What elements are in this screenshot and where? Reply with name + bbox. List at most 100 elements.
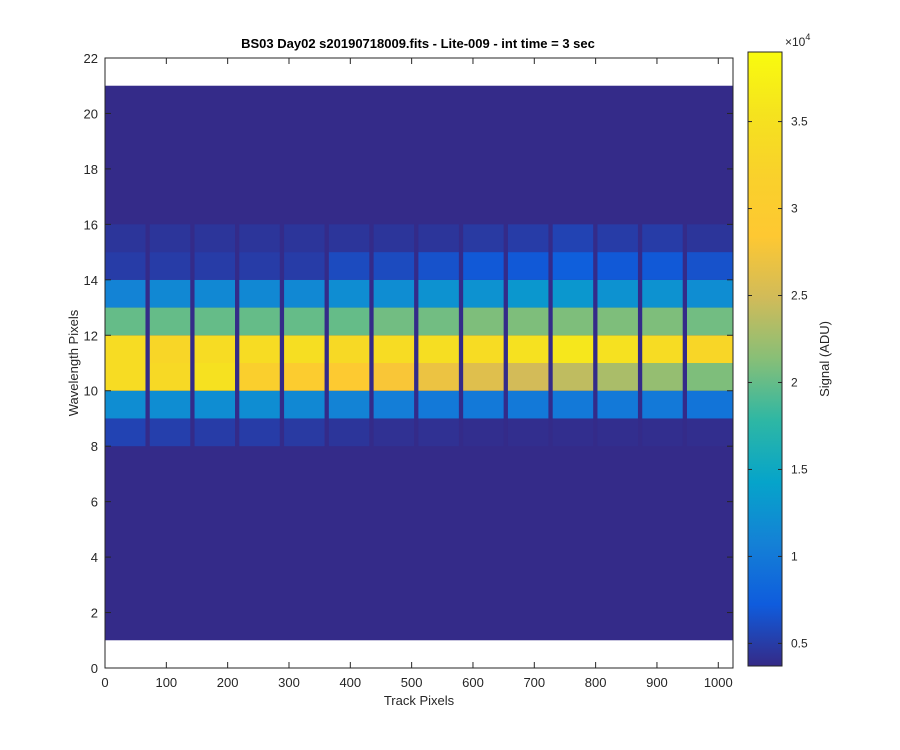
colorbar-tick-label: 3.5 [791,115,808,129]
heatmap-cell [105,418,146,447]
heatmap-cell [463,390,504,419]
heatmap-cell [284,279,325,308]
x-tick-label: 700 [523,675,545,690]
heatmap-cell [463,279,504,308]
y-tick-label: 2 [91,606,98,621]
heatmap-cell [597,390,638,419]
heatmap-cell [597,252,638,280]
heatmap-cell [239,418,280,447]
heatmap-cell [463,252,504,280]
heatmap-cell [105,252,146,280]
heatmap-cell [552,307,594,336]
heatmap-cell [507,390,549,419]
heatmap-cell [687,279,733,308]
heatmap-cell [418,252,459,280]
colorbar-tick-label: 2.5 [791,289,808,303]
heatmap-cell [328,307,370,336]
heatmap-cell [328,418,370,447]
heatmap-cell [642,279,683,308]
heatmap-cell [552,252,594,280]
heatmap-cell [597,224,638,253]
heatmap-cell [418,224,459,253]
heatmap-cell [552,390,594,419]
heatmap-cell [507,363,549,391]
heatmap-cell [373,224,415,253]
y-axis-ticks: 0 2 4 6 8 10 12 14 16 18 20 22 [84,51,733,676]
heatmap-cell [507,252,549,280]
colorbar-tick-label: 1.5 [791,462,808,476]
heatmap-cell [149,335,191,363]
x-tick-label: 400 [339,675,361,690]
heatmap-cell [239,390,280,419]
heatmap-cell [105,363,146,391]
heatmap-cell [328,252,370,280]
heatmap-cell [552,418,594,447]
heatmap-cell [642,418,683,447]
y-tick-label: 8 [91,439,98,454]
chart-title: BS03 Day02 s20190718009.fits - Lite-009 … [241,36,595,51]
x-tick-label: 0 [101,675,108,690]
heatmap-cell [418,418,459,447]
heatmap-cell [507,224,549,253]
colorbar [747,51,783,667]
heatmap-cell [194,390,236,419]
heatmap-cell [149,279,191,308]
heatmap-cell [284,363,325,391]
heatmap-cell [642,335,683,363]
heatmap-cell [105,335,146,363]
heatmap-cell [463,363,504,391]
heatmap-cell [284,252,325,280]
heatmap-cell [284,418,325,447]
heatmap-cell [687,224,733,253]
heatmap-cell [373,335,415,363]
heatmap-cell [239,307,280,336]
heatmap-cell [373,252,415,280]
heatmap-cell [149,418,191,447]
x-axis-ticks: 0 100 200 300 400 500 600 700 800 900 1000 [101,58,733,690]
heatmap-cell [687,363,733,391]
heatmap-cell [373,390,415,419]
y-tick-label: 4 [91,550,98,565]
colorbar-exponent-base: ×10 [785,35,806,49]
y-tick-label: 18 [84,162,98,177]
heatmap-cell [687,335,733,363]
colorbar-label: Signal (ADU) [817,321,832,397]
heatmap-cell [463,418,504,447]
heatmap-cell [373,307,415,336]
heatmap-cell [597,335,638,363]
colorbar-exponent: ×104 [785,32,810,49]
heatmap-cell [239,279,280,308]
y-tick-label: 10 [84,384,98,399]
heatmap-cell [149,390,191,419]
y-tick-label: 12 [84,328,98,343]
heatmap-cell [418,390,459,419]
heatmap-cell [597,418,638,447]
heatmap-cell [418,307,459,336]
heatmap-cell [552,224,594,253]
heatmap-cell [328,224,370,253]
heatmap-cell [239,363,280,391]
heatmap-cell [284,307,325,336]
heatmap-cell [284,335,325,363]
heatmap-cell [194,252,236,280]
heatmap-cell [507,307,549,336]
heatmap-cell [463,335,504,363]
heatmap-cell [194,279,236,308]
heatmap-cell [687,307,733,336]
y-tick-label: 0 [91,661,98,676]
heatmap-cell [239,224,280,253]
heatmap-cell [642,252,683,280]
heatmap-cell [328,279,370,308]
x-tick-label: 200 [217,675,239,690]
x-axis-label: Track Pixels [384,693,455,708]
heatmap-cell [552,279,594,308]
heatmap-cell [105,279,146,308]
heatmap-cell [149,252,191,280]
x-tick-label: 500 [401,675,423,690]
heatmap-cell [507,335,549,363]
heatmap-cell [597,307,638,336]
y-axis-label: Wavelength Pixels [66,309,81,416]
heatmap-cell [642,363,683,391]
heatmap-cell [194,363,236,391]
